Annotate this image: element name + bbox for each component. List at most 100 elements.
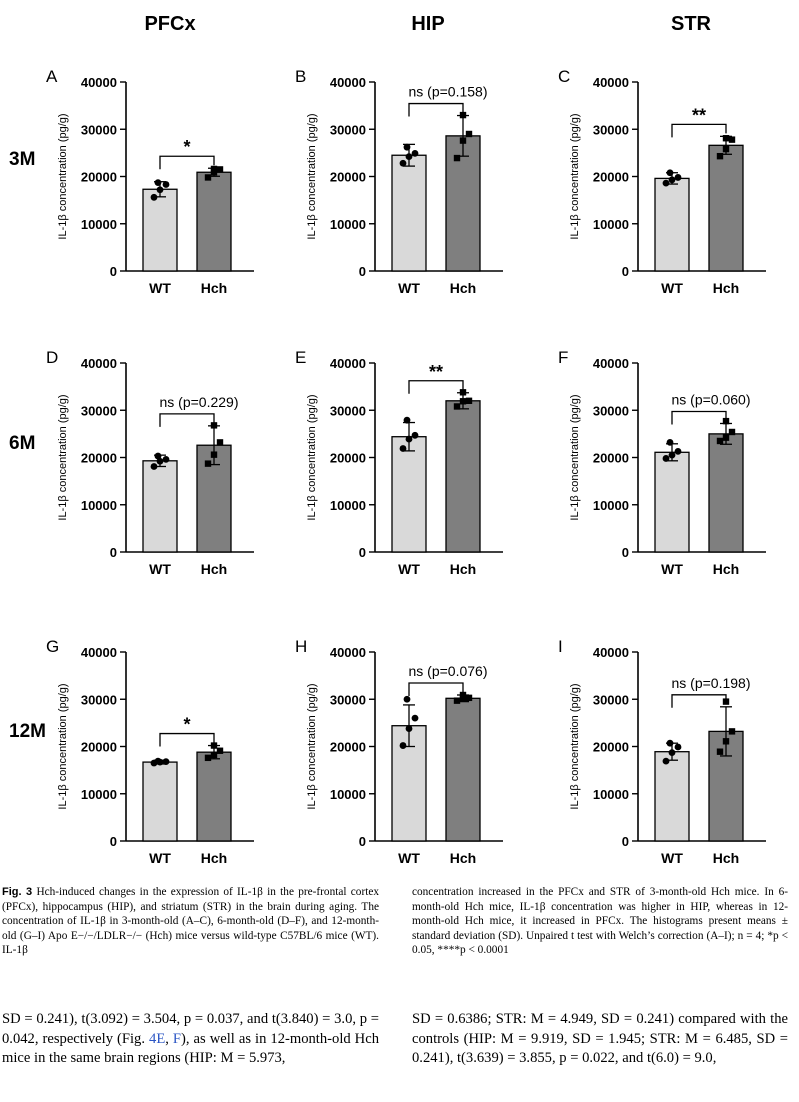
panel-a-ytick-label: 20000 (81, 170, 117, 185)
figure-ref-f[interactable]: F (172, 1030, 182, 1047)
panel-b-point-hch (459, 137, 467, 144)
panel-e-bar-hch (445, 400, 481, 553)
panel-c-ytick-label: 0 (622, 264, 629, 279)
panel-f-point-hch (728, 428, 736, 436)
panel-d-xtick-wt: WT (149, 561, 171, 577)
column-title-str: STR (671, 13, 712, 35)
panel-i-significance-bracket (671, 694, 727, 708)
panel-a-point-hch (204, 174, 212, 181)
panel-b-significance-bracket (408, 102, 464, 117)
body-left-text-a: SD = 0.241), t(3.092) = 3.504, p = 0.037… (2, 1011, 379, 1047)
panel-c-bar-hch (708, 144, 744, 272)
panel-e-point-wt (405, 435, 413, 443)
panel-i-ytick-label: 10000 (593, 787, 629, 802)
panel-f-ylabel: IL-1β concentration (pg/g) (569, 394, 581, 520)
row-label-6m: 6M (9, 433, 35, 454)
panel-d-ylabel: IL-1β concentration (pg/g) (57, 394, 69, 520)
panel-h-point-hch (465, 694, 473, 702)
panel-e-ytick-label: 20000 (330, 451, 366, 466)
row-label-3m: 3M (9, 149, 35, 170)
panel-c-ytick-label: 30000 (593, 122, 629, 137)
panel-i-point-wt (662, 757, 670, 765)
panel-b-ylabel: IL-1β concentration (pg/g) (306, 113, 318, 239)
panel-f-xtick-wt: WT (661, 561, 683, 577)
panel-e-point-wt (399, 445, 407, 452)
panel-c-point-wt (668, 176, 676, 184)
panel-a-point-wt (154, 179, 162, 187)
panel-h-ytick-label: 10000 (330, 787, 366, 802)
panel-b-ytick-label: 0 (359, 264, 366, 279)
panel-h-ytick-label: 30000 (330, 692, 366, 707)
panel-h-significance-label: ns (p=0.076) (409, 663, 488, 679)
panel-i-ylabel: IL-1β concentration (pg/g) (569, 683, 581, 809)
panel-e-letter: E (295, 348, 306, 367)
panel-i-point-wt (666, 739, 674, 747)
panel-g-point-hch (204, 754, 212, 762)
panel-e-xtick-hch: Hch (450, 561, 476, 577)
panel-g-significance-label: * (183, 715, 190, 735)
panel-c-point-wt (666, 169, 674, 177)
figure-ref-4e[interactable]: 4E (149, 1030, 166, 1047)
panel-c-point-hch (722, 145, 730, 153)
panel-d-point-hch (204, 460, 212, 467)
panel-a-ytick-label: 10000 (81, 217, 117, 232)
panel-f-ytick-label: 0 (622, 545, 629, 560)
panel-h-point-wt (405, 725, 413, 732)
panel-c-ylabel: IL-1β concentration (pg/g) (569, 113, 581, 239)
panel-i-xtick-wt: WT (661, 850, 683, 866)
panel-g-ytick-label: 10000 (81, 787, 117, 802)
panel-i-ytick-label: 0 (622, 834, 629, 849)
panel-g-ytick-label: 40000 (81, 645, 117, 660)
panel-c-bar-wt (654, 177, 690, 272)
panel-c-significance-bracket (671, 123, 727, 138)
panel-a-point-wt (150, 193, 158, 201)
panel-a-point-hch (210, 169, 218, 176)
panel-b-point-wt (399, 159, 407, 167)
panel-g-xtick-wt: WT (149, 850, 171, 866)
panel-e-point-hch (459, 389, 467, 396)
panel-d-ytick-label: 40000 (81, 356, 117, 371)
figure-label: Fig. 3 (2, 886, 33, 898)
row-label-12m: 12M (9, 721, 46, 742)
panel-i-ytick-label: 40000 (593, 645, 629, 660)
panel-g-point-hch (210, 742, 218, 749)
panel-g-ytick-label: 0 (110, 834, 117, 849)
panel-f-point-hch (722, 417, 730, 425)
panel-b-point-hch (453, 154, 461, 162)
panel-a-bar-hch (196, 171, 232, 272)
panel-h-ytick-label: 20000 (330, 740, 366, 755)
panel-a-xtick-hch: Hch (201, 280, 227, 296)
panel-e-ytick-label: 10000 (330, 498, 366, 513)
panel-b-ytick-label: 40000 (330, 75, 366, 90)
panel-f-point-wt (668, 451, 676, 459)
panel-e-point-hch (459, 398, 467, 405)
panel-h-xtick-wt: WT (398, 850, 420, 866)
body-left-text-c: ), as well as in 12-month-old Hch mice i… (2, 1030, 379, 1067)
panel-i-point-hch (722, 738, 730, 745)
panel-a-ytick-label: 0 (110, 264, 117, 279)
panel-a-point-hch (216, 166, 224, 173)
panel-h-letter: H (295, 637, 307, 656)
panel-d-point-wt (156, 457, 164, 465)
panel-b-xtick-wt: WT (398, 280, 420, 296)
panel-c-ytick-label: 10000 (593, 217, 629, 232)
panel-d-point-wt (162, 455, 170, 463)
panel-a-bar-wt (142, 188, 178, 272)
panel-i-point-wt (668, 749, 676, 757)
panel-d-letter: D (46, 348, 58, 367)
panel-h-significance-bracket (408, 682, 464, 696)
panel-c-xtick-hch: Hch (713, 280, 739, 296)
panel-f-ytick-label: 40000 (593, 356, 629, 371)
panel-h-ytick-label: 40000 (330, 645, 366, 660)
panel-f-letter: F (558, 348, 568, 367)
panel-b-ytick-label: 30000 (330, 122, 366, 137)
panel-b-point-wt (411, 149, 419, 157)
panel-e-point-hch (465, 397, 473, 404)
panel-g-point-hch (216, 747, 224, 754)
panel-g-point-wt (154, 757, 162, 765)
panel-g-ylabel: IL-1β concentration (pg/g) (57, 683, 69, 809)
panel-c-letter: C (558, 67, 570, 86)
panel-b-point-wt (403, 143, 411, 151)
panel-i-ytick-label: 20000 (593, 740, 629, 755)
panel-f-point-wt (666, 438, 674, 446)
